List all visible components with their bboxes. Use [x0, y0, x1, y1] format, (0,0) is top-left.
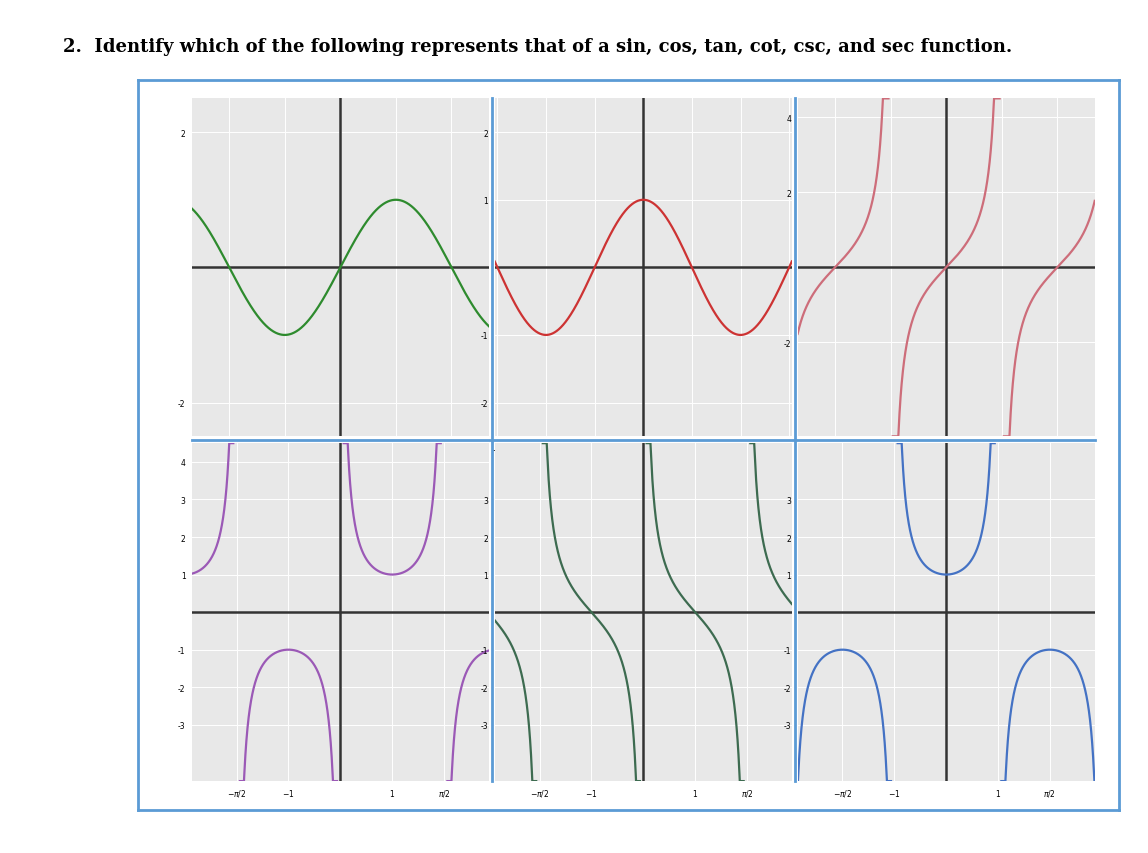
Text: 2.  Identify which of the following represents that of a sin, cos, tan, cot, csc: 2. Identify which of the following repre…: [63, 38, 1013, 56]
